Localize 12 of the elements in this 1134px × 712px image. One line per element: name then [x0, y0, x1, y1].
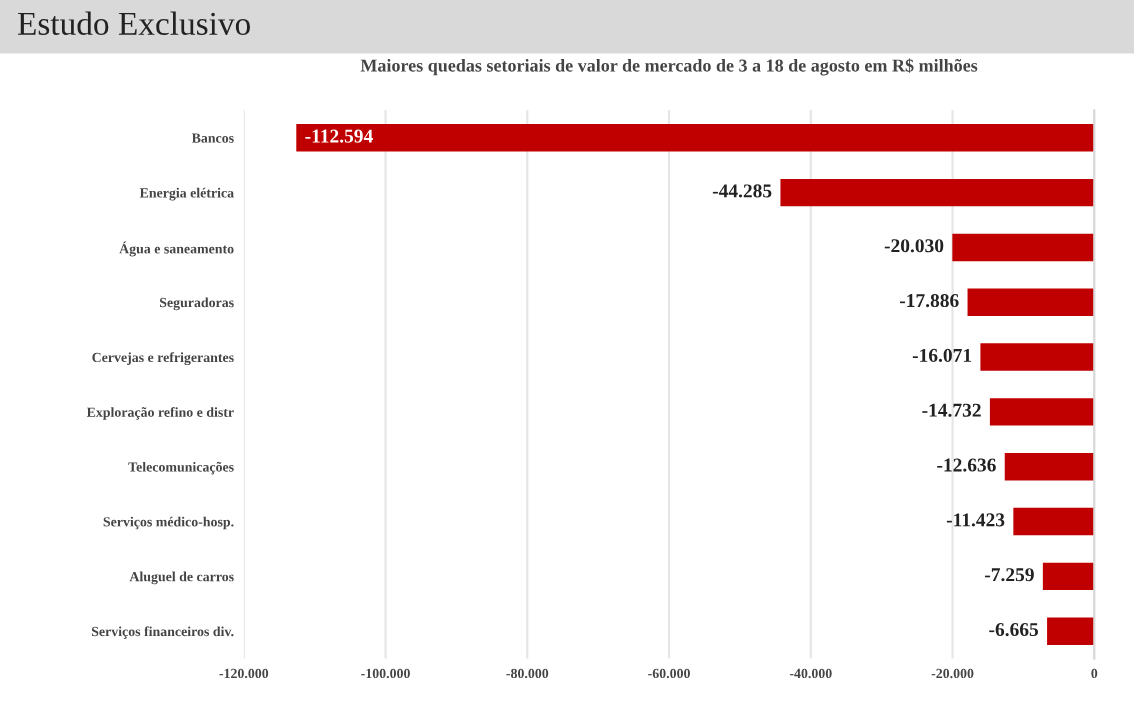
chart-title: Maiores quedas setoriais de valor de mercado de 3 a 18 de agosto em R$ milhões: [360, 58, 978, 76]
data-label: -7.259: [985, 568, 1034, 582]
data-label: -44.285: [712, 184, 772, 198]
data-label: -12.636: [937, 458, 996, 472]
data-label: -6.665: [989, 622, 1039, 637]
data-label: -16.071: [912, 348, 972, 363]
data-label: -112.594: [305, 129, 373, 143]
data-label: -14.732: [922, 403, 981, 417]
data-label: -11.423: [946, 513, 1005, 527]
text: Estudo Exclusivo: [17, 11, 250, 36]
data-label: -17.886: [899, 293, 959, 308]
data-label: -20.030: [884, 239, 944, 253]
